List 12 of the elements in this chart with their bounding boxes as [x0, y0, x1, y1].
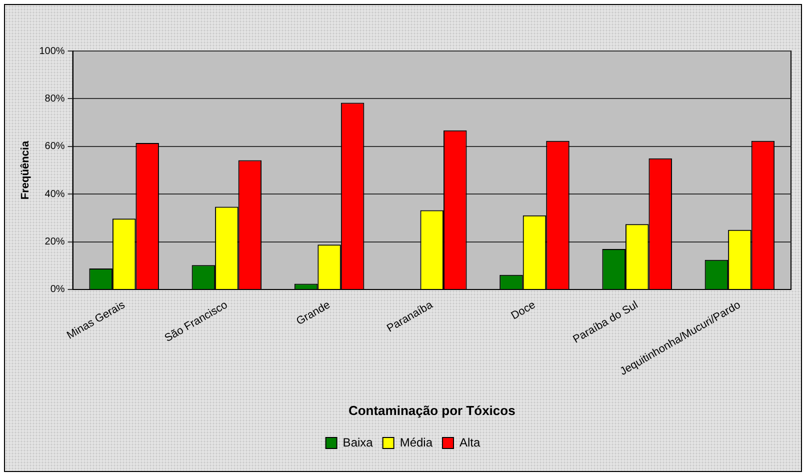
- y-axis-title: Freqüência: [20, 140, 32, 200]
- x-tick-label: Doce: [509, 299, 538, 322]
- x-axis-title: Contaminação por Tóxicos: [348, 402, 516, 418]
- legend-label: Alta: [460, 435, 481, 450]
- y-tick-label: 20%: [44, 236, 65, 248]
- y-tick-label: 100%: [39, 46, 65, 57]
- y-tick-label: 0%: [50, 284, 65, 296]
- y-tick-label: 80%: [44, 93, 65, 104]
- legend-label: Média: [400, 435, 433, 450]
- y-tick-label: 40%: [44, 188, 65, 200]
- y-tick-label: 60%: [44, 141, 65, 152]
- legend-label: Baixa: [342, 435, 374, 450]
